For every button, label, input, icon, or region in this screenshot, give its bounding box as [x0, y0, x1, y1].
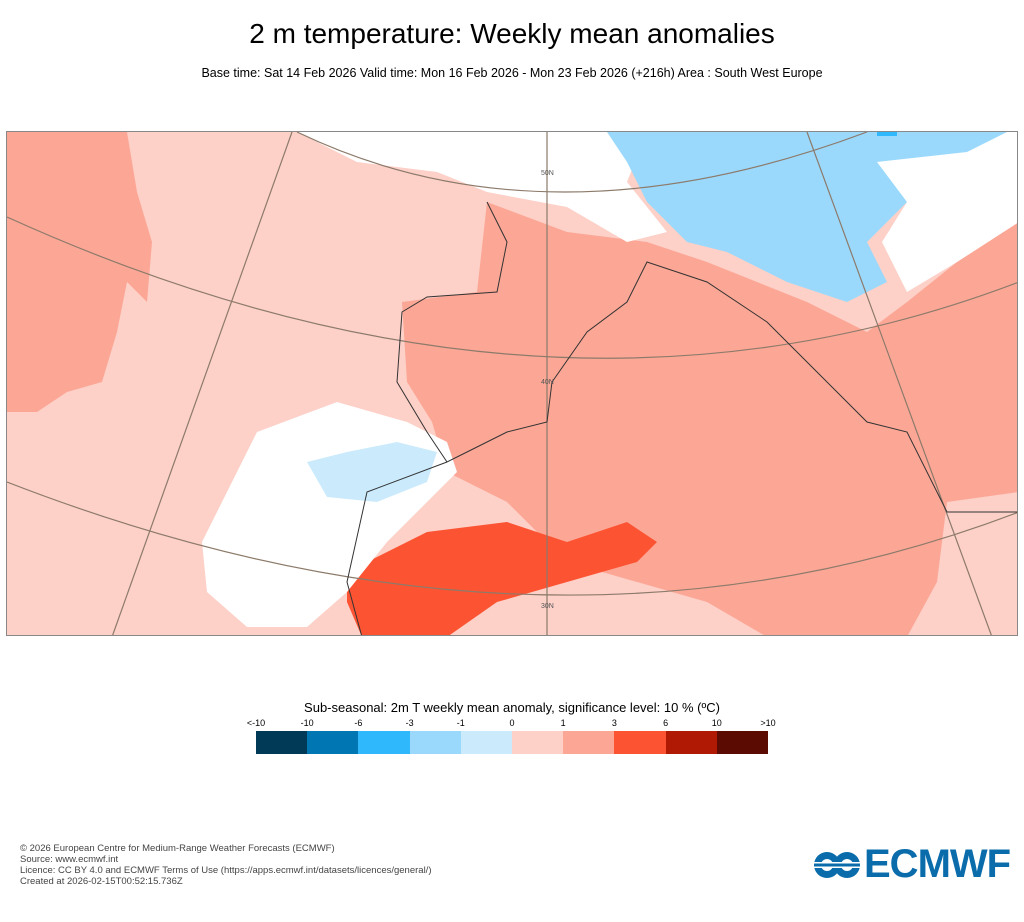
legend-label: 6	[663, 718, 669, 728]
graticule-label-40n: 40N	[541, 379, 554, 386]
legend-swatch	[665, 731, 717, 754]
anomaly-map: 50N 40N 30N	[6, 131, 1018, 636]
footer-copyright: © 2026 European Centre for Medium-Range …	[20, 843, 335, 854]
legend-label: >10	[760, 718, 776, 728]
footer-source: Source: www.ecmwf.int	[20, 854, 119, 865]
legend-title: Sub-seasonal: 2m T weekly mean anomaly, …	[304, 700, 720, 715]
legend-swatch	[307, 731, 359, 754]
anomaly-region-europe-white	[877, 132, 1017, 292]
legend-swatch	[512, 731, 564, 754]
legend-label: -1	[456, 718, 465, 728]
coastlines	[346, 201, 1017, 635]
legend-swatch	[460, 731, 513, 754]
anomaly-region-med	[402, 202, 1017, 635]
legend-label: 1	[560, 718, 566, 728]
legend-swatch	[358, 731, 410, 754]
legend-colorbar	[256, 731, 769, 754]
legend-label: -6	[354, 718, 363, 728]
footer: © 2026 European Centre for Medium-Range …	[20, 843, 432, 887]
legend-labels: <-10 -10 -6 -3 -1 0 1 3 6 10 >10	[247, 718, 776, 730]
anomaly-region-east	[908, 492, 1017, 635]
legend-label: <-10	[246, 718, 266, 728]
legend-swatch	[256, 731, 308, 754]
legend-label: -10	[300, 718, 314, 728]
legend-swatch	[409, 731, 461, 754]
anomaly-region-sahara	[347, 522, 657, 635]
ecmwf-logo: ECMWF	[814, 842, 1011, 887]
legend-label: 3	[611, 718, 617, 728]
graticule-label-30n: 30N	[541, 603, 554, 610]
ecmwf-logo-text: ECMWF	[864, 842, 1011, 886]
page-subtitle: Base time: Sat 14 Feb 2026 Valid time: M…	[201, 66, 823, 80]
graticule-label-50n: 50N	[541, 170, 554, 177]
legend-label: 0	[509, 718, 515, 728]
legend-label: -3	[405, 718, 414, 728]
footer-licence: Licence: CC BY 4.0 and ECMWF Terms of Us…	[20, 865, 432, 876]
legend-swatch	[716, 731, 769, 754]
legend-swatch	[614, 731, 666, 754]
legend-swatch	[563, 731, 615, 754]
anomaly-region-iberia-blue	[307, 442, 437, 502]
legend-label: 10	[711, 718, 722, 728]
footer-created: Created at 2026-02-15T00:52:15.736Z	[20, 876, 183, 887]
anomaly-region-atlantic	[7, 132, 152, 412]
ecmwf-logo-icon	[814, 851, 860, 878]
page-title: 2 m temperature: Weekly mean anomalies	[249, 18, 775, 49]
graticule	[7, 132, 1017, 635]
anomaly-region-alps-blue	[877, 132, 897, 136]
